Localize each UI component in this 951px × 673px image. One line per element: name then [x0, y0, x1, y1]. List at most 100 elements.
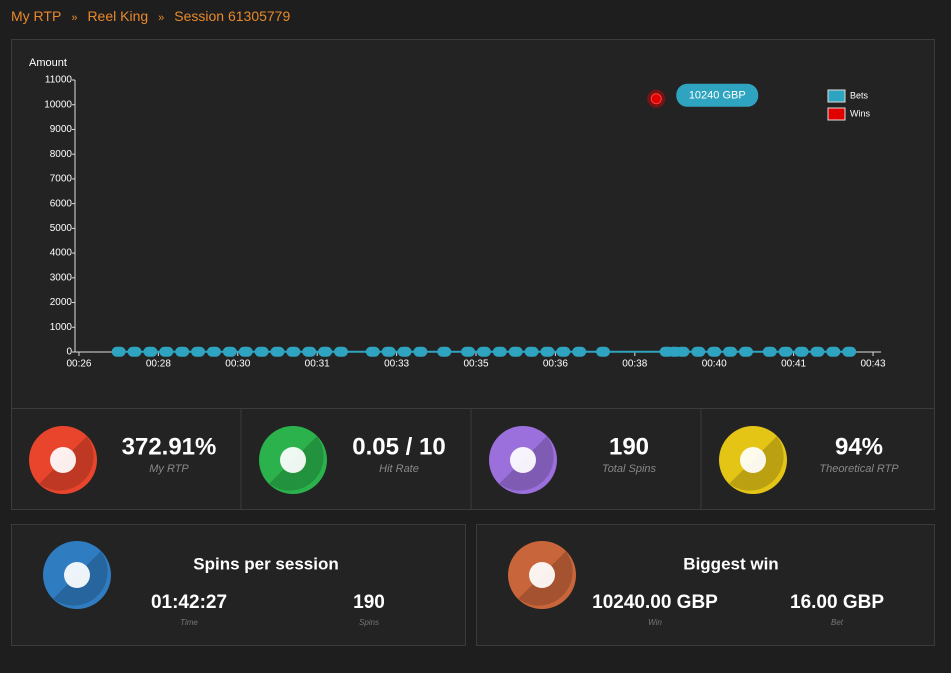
icon-glyph [280, 447, 306, 473]
bet-point [540, 346, 555, 357]
bet-point [365, 346, 380, 357]
bet-point [238, 346, 253, 357]
y-tick-label: 2000 [50, 297, 73, 308]
crumb[interactable]: Reel King [87, 8, 149, 24]
bet-point [143, 346, 158, 357]
x-tick-label: 00:31 [305, 359, 330, 370]
bet-point [111, 346, 126, 357]
stat-value: 0.05 / 10 [352, 433, 445, 460]
y-tick-label: 3000 [50, 272, 73, 283]
crumb[interactable]: My RTP [11, 8, 62, 24]
bet-point [723, 346, 738, 357]
box-value: 16.00 GBP [790, 592, 884, 613]
bet-point [302, 346, 317, 357]
bet-point [794, 346, 809, 357]
box-title: Biggest win [683, 554, 778, 573]
x-tick-label: 00:33 [384, 359, 409, 370]
bet-point [270, 346, 285, 357]
bet-point [397, 346, 412, 357]
bet-point [318, 346, 333, 357]
x-tick-label: 00:35 [463, 359, 488, 370]
box-value: 01:42:27 [151, 592, 227, 613]
box-label: Spins [359, 618, 379, 627]
tooltip-label: 10240 GBP [689, 90, 746, 102]
bet-point [556, 346, 571, 357]
bet-point [572, 346, 587, 357]
x-tick-label: 00:36 [543, 359, 568, 370]
bet-point [286, 346, 301, 357]
bet-point [707, 346, 722, 357]
bet-point [778, 346, 793, 357]
stat-label: Total Spins [602, 463, 657, 475]
legend-label: Wins [850, 108, 870, 118]
x-tick-label: 00:40 [702, 359, 727, 370]
bet-point [254, 346, 269, 357]
icon-glyph [510, 447, 536, 473]
bet-point [381, 346, 396, 357]
bet-point [175, 346, 190, 357]
bet-point [334, 346, 349, 357]
bet-point [810, 346, 825, 357]
stat-value: 94% [835, 433, 883, 460]
y-tick-label: 1000 [50, 322, 73, 333]
x-tick-label: 00:38 [622, 359, 647, 370]
stat-label: My RTP [149, 463, 189, 475]
bet-point [762, 346, 777, 357]
bet-point [524, 346, 539, 357]
y-tick-label: 4000 [50, 248, 73, 259]
icon-glyph [740, 447, 766, 473]
y-tick-label: 9000 [50, 124, 73, 135]
bet-point [206, 346, 221, 357]
x-tick-label: 00:26 [66, 359, 91, 370]
breadcrumb: My RTP » Reel King » Session 61305779 [11, 8, 290, 24]
bet-point [675, 346, 690, 357]
stat-label: Hit Rate [379, 463, 419, 475]
box-title: Spins per session [193, 554, 339, 573]
bet-point [508, 346, 523, 357]
y-tick-label: 10000 [44, 99, 72, 110]
crumb[interactable]: Session 61305779 [174, 8, 291, 24]
tooltip [676, 83, 759, 107]
y-tick-label: 11000 [45, 75, 73, 86]
bet-point [691, 346, 706, 357]
x-tick-label: 00:30 [225, 359, 250, 370]
box-label: Bet [831, 618, 844, 627]
bet-point [842, 346, 857, 357]
y-tick-label: 5000 [50, 223, 73, 234]
bet-point [826, 346, 841, 357]
y-tick-label: 7000 [50, 174, 73, 185]
bet-point [476, 346, 491, 357]
stat-value: 372.91% [122, 433, 217, 460]
win-point [650, 93, 662, 105]
bet-point [492, 346, 507, 357]
x-tick-label: 00:41 [781, 359, 806, 370]
bet-point [222, 346, 237, 357]
separator: » [158, 12, 165, 24]
bet-point [437, 346, 452, 357]
y-tick-label: 8000 [50, 149, 73, 160]
stat-label: Theoretical RTP [819, 463, 899, 475]
legend-swatch [827, 107, 846, 121]
x-tick-label: 00:43 [861, 359, 886, 370]
legend-label: Bets [850, 90, 869, 100]
legend-swatch [827, 89, 846, 103]
bet-point [461, 346, 476, 357]
box-value: 10240.00 GBP [592, 592, 718, 613]
bet-point [127, 346, 142, 357]
x-tick-label: 00:28 [146, 359, 171, 370]
separator: » [71, 12, 78, 24]
bet-point [596, 346, 611, 357]
icon-glyph [529, 562, 555, 588]
box-value: 190 [353, 592, 385, 613]
box-label: Time [180, 618, 198, 627]
y-tick-label: 0 [66, 347, 72, 358]
box-label: Win [648, 618, 662, 627]
icon-glyph [50, 447, 76, 473]
bet-point [413, 346, 428, 357]
icon-glyph [64, 562, 90, 588]
bet-point [738, 346, 753, 357]
y-tick-label: 6000 [50, 198, 73, 209]
